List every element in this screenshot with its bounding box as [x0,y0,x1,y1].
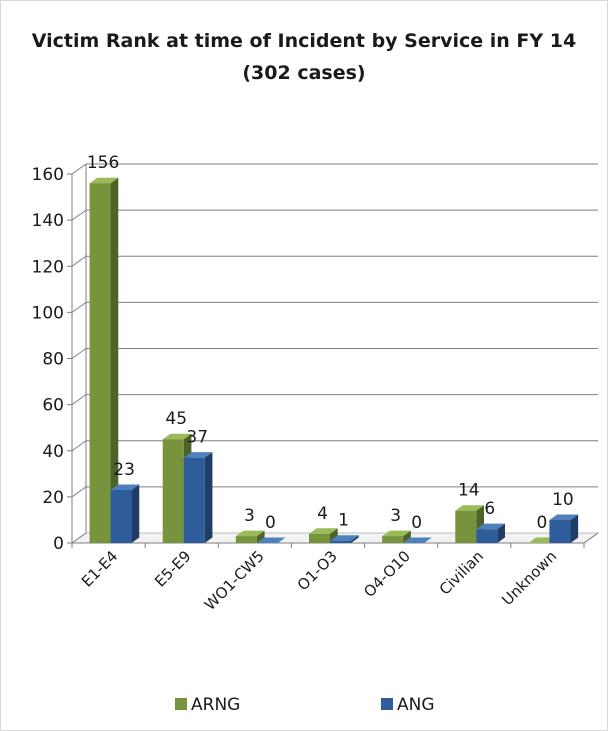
bar-side [497,523,505,543]
gridline-diagonal [71,209,87,221]
data-label: 3 [390,506,401,526]
y-tick-label: 60 [42,396,64,416]
legend-label: ARNG [191,695,240,715]
x-axis-ticks: E1-E4 E5-E9 WO1-CW5 O1-O3 O4-O10 Civilian Unkn… [71,543,585,614]
bar-top [476,523,505,530]
bar-side [351,535,359,543]
gridline-diagonal [71,255,87,267]
bar [309,533,330,543]
bar-top [110,484,140,490]
data-label: 23 [113,460,135,480]
x-axis-depth [583,532,599,544]
data-label: 1 [338,511,349,531]
x-tick-label: E1-E4 [78,547,121,590]
legend-swatch [175,698,187,710]
x-tick-label: Unknown [498,547,560,609]
bar [330,540,351,543]
gridline-diagonal [71,301,87,313]
bar-side [110,177,119,543]
bar-top [549,514,579,520]
bar [549,519,571,543]
gridline-diagonal [71,486,87,498]
bar-side [256,530,265,543]
data-label: 156 [87,153,119,173]
gridline-diagonal [71,394,87,406]
y-tick-label: 140 [32,211,64,231]
gridline-diagonal [71,348,87,359]
gridline-diagonal [71,440,87,452]
axes [71,164,599,544]
bar-side [204,452,213,543]
bar-top [89,177,119,184]
data-label: 14 [458,481,480,501]
bar [110,489,132,543]
bars [89,177,579,543]
y-tick-label: 0 [53,534,64,554]
bar-side [570,514,579,543]
chart-subtitle: (302 cases) [242,62,366,84]
data-label: 37 [186,428,208,448]
x-tick-label: Civilian [436,547,487,598]
x-tick-label: WO1-CW5 [201,547,268,614]
bar-top [235,530,265,537]
y-tick-label: 120 [32,257,64,277]
bar-top [162,433,192,440]
bar-top [403,537,432,543]
bar-side [403,530,411,543]
bar [89,183,111,543]
data-label: 45 [165,409,187,429]
bar-top [309,528,338,534]
bar-top [330,535,359,541]
data-label: 0 [265,513,276,533]
bar-top [256,537,286,543]
y-tick-label: 80 [42,350,64,370]
bar-top [382,530,411,537]
gridline-diagonal [71,163,87,175]
bar-side [131,484,140,543]
data-label: 4 [317,504,328,524]
legend-swatch [381,698,393,710]
x-tick-label: E5-E9 [151,547,194,590]
y-tick-label: 160 [32,165,64,185]
legend-label: ANG [397,695,435,715]
bar-side [330,528,338,543]
data-label: 0 [411,513,422,533]
chart-title: Victim Rank at time of Incident by Servi… [31,30,577,52]
bar-top [455,505,484,511]
legend: ARNG ANG [175,695,435,715]
bar [235,536,257,543]
y-tick-label: 40 [42,442,64,462]
gridline-diagonal [71,532,87,544]
bar [183,457,205,543]
y-tick-label: 20 [42,488,64,508]
bar [162,439,184,543]
grid-lines [71,163,598,544]
data-label: 6 [484,499,495,519]
y-tick-label: 100 [32,303,64,323]
data-label: 0 [537,513,548,533]
bar [382,536,404,543]
x-tick-label: O4-O10 [360,547,414,601]
x-tick-label: O1-O3 [294,547,341,594]
data-label: 3 [244,506,255,526]
data-label: 10 [552,490,574,510]
bar-top [183,452,213,458]
bar [455,510,477,543]
bar [476,529,498,543]
y-axis-ticks: 0 20 40 60 80 100 120 140 160 [32,165,72,554]
